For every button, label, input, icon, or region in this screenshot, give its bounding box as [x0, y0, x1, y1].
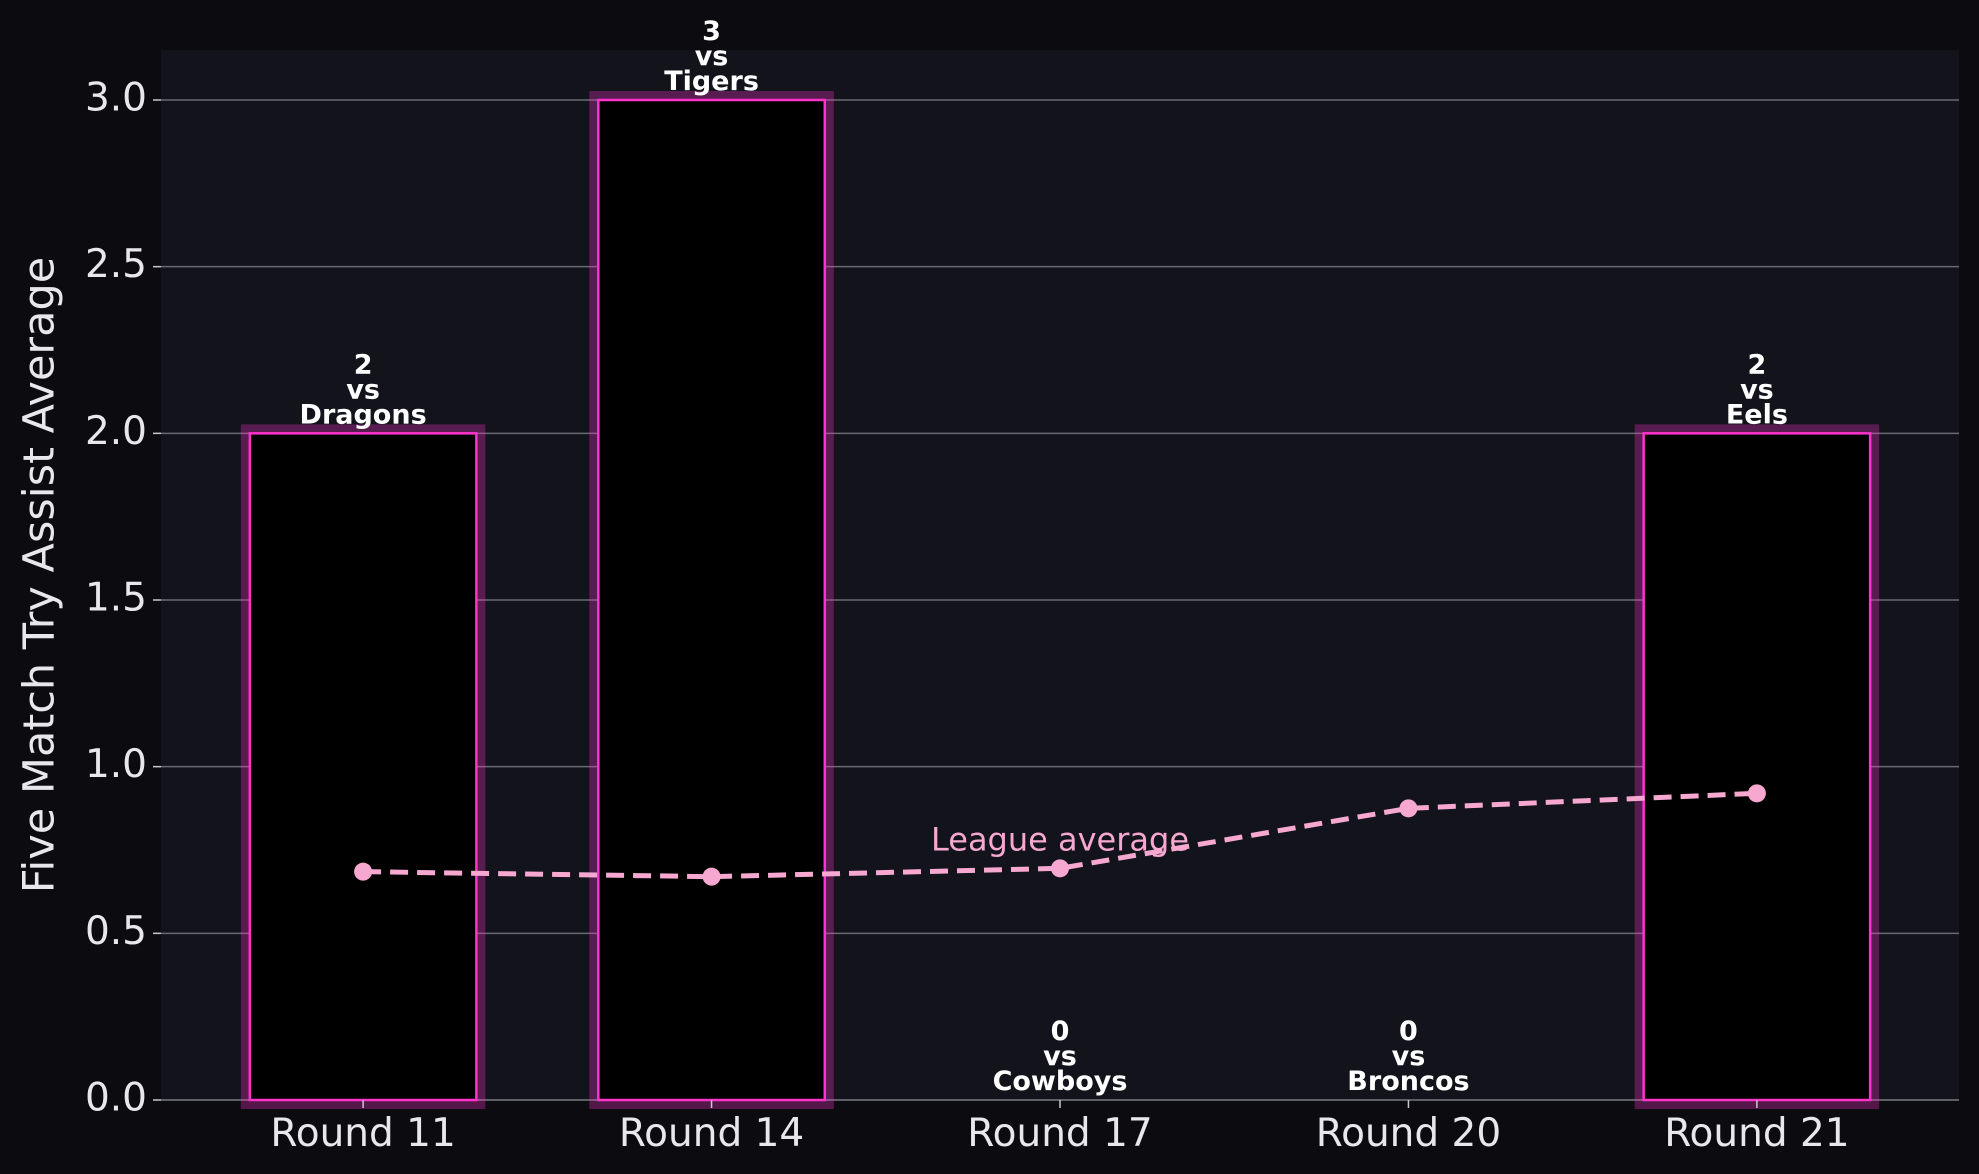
x-tick-label: Round 11	[270, 1111, 455, 1156]
y-tick-label: 0.0	[85, 1076, 147, 1121]
league-average-line	[363, 790, 1758, 880]
y-tick-label: 1.5	[85, 576, 147, 621]
league-average-point	[1747, 784, 1766, 803]
y-tick-label: 2.5	[85, 242, 147, 287]
value-label: 2 vs Eels	[1726, 349, 1788, 430]
value-label: 3 vs Tigers	[664, 16, 759, 97]
y-tick-label: 1.0	[85, 742, 147, 787]
x-tick-label: Round 14	[619, 1111, 804, 1156]
y-axis-label: Five Match Try Assist Average	[15, 257, 65, 893]
value-label: 2 vs Dragons	[300, 349, 427, 430]
x-tick-label: Round 20	[1316, 1111, 1501, 1156]
value-label: 0 vs Cowboys	[993, 1016, 1128, 1097]
league-average-point	[702, 867, 721, 886]
league-average-point	[1051, 859, 1069, 878]
bar	[248, 432, 478, 1102]
bar	[597, 98, 827, 1102]
y-tick-label: 2.0	[85, 409, 147, 454]
x-tick-label: Round 17	[967, 1111, 1152, 1156]
league-average-label: League average	[931, 820, 1189, 858]
league-average-point	[1399, 799, 1418, 818]
value-label: 0 vs Broncos	[1347, 1016, 1469, 1097]
x-tick-label: Round 21	[1664, 1111, 1849, 1156]
league-average-point	[354, 862, 373, 881]
bar	[1642, 432, 1872, 1102]
y-tick-label: 0.5	[85, 909, 147, 954]
y-tick-label: 3.0	[85, 76, 147, 121]
